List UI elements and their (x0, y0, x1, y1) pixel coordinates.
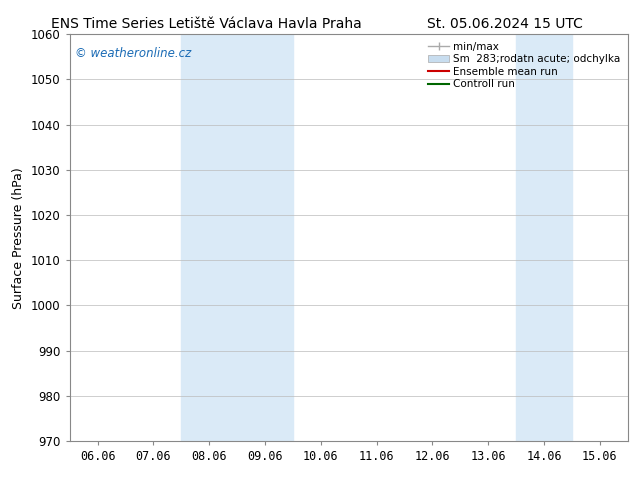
Text: St. 05.06.2024 15 UTC: St. 05.06.2024 15 UTC (427, 17, 583, 31)
Bar (516, 34, 572, 441)
Y-axis label: Surface Pressure (hPa): Surface Pressure (hPa) (13, 167, 25, 309)
Bar (181, 34, 293, 441)
Text: ENS Time Series Letiště Václava Havla Praha: ENS Time Series Letiště Václava Havla Pr… (51, 17, 361, 31)
Text: © weatheronline.cz: © weatheronline.cz (75, 47, 191, 59)
Legend: min/max, Sm  283;rodatn acute; odchylka, Ensemble mean run, Controll run: min/max, Sm 283;rodatn acute; odchylka, … (426, 40, 623, 92)
